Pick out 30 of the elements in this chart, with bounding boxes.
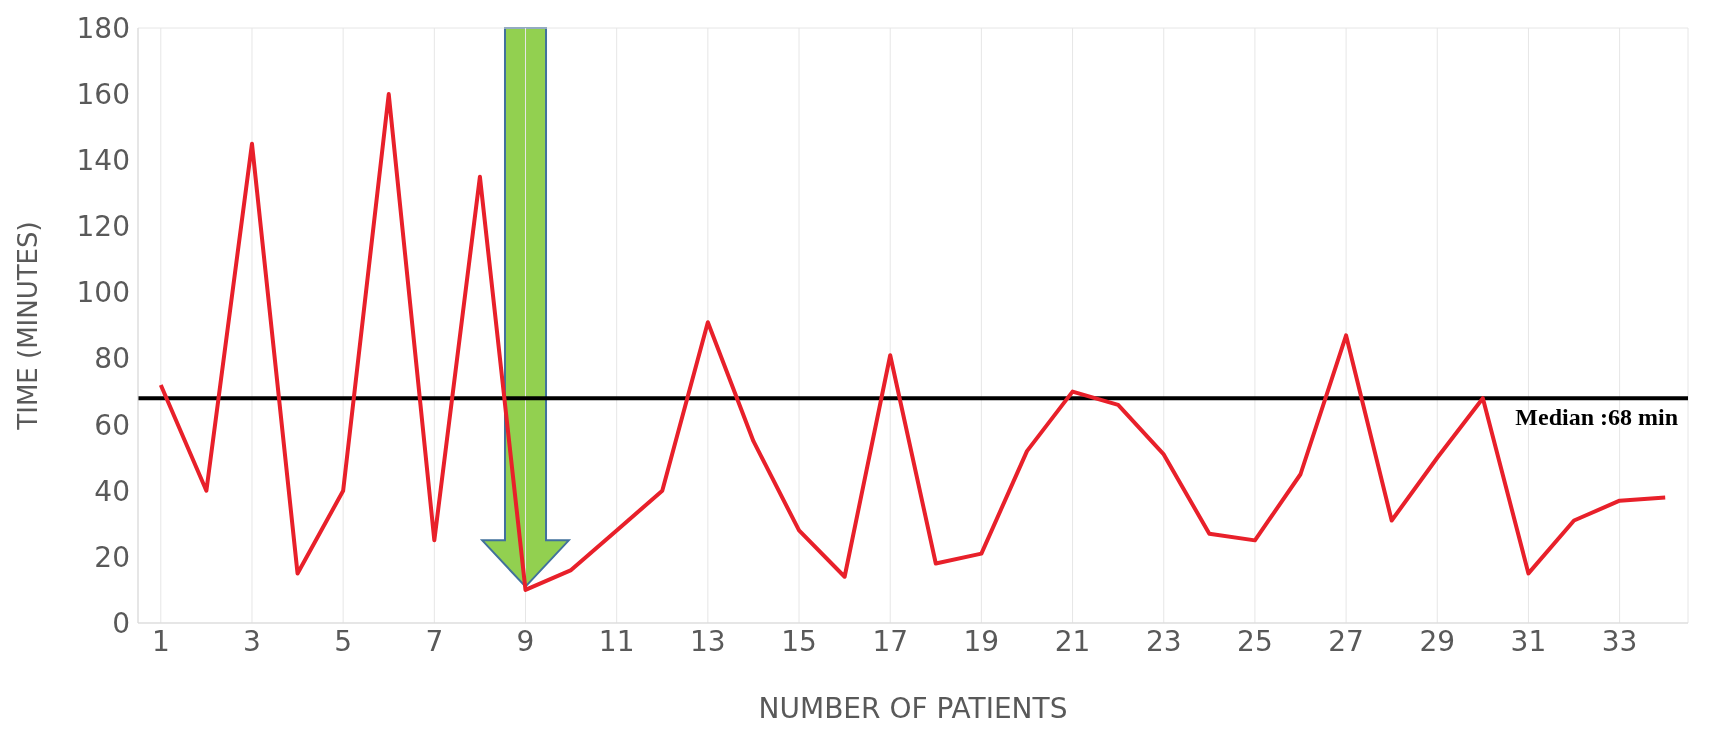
y-tick-label: 140 (76, 144, 130, 178)
x-tick-label: 7 (425, 624, 444, 658)
x-tick-label: 5 (334, 624, 353, 658)
y-tick-label: 80 (94, 342, 130, 376)
x-tick-label: 23 (1145, 624, 1182, 658)
y-tick-label: 0 (112, 606, 130, 640)
x-tick-label: 27 (1328, 624, 1364, 658)
x-tick-label: 21 (1054, 624, 1091, 658)
x-tick-label: 25 (1237, 624, 1273, 658)
x-tick-label: 31 (1510, 624, 1547, 658)
y-axis-title: TIME (MINUTES) (13, 221, 44, 431)
x-tick-label: 1 (151, 624, 170, 658)
y-tick-label: 20 (94, 540, 130, 574)
ref-line-label: Median :68 min (1515, 404, 1678, 431)
y-tick-label: 160 (76, 78, 130, 112)
x-tick-label: 3 (243, 624, 261, 658)
y-tick-label: 120 (76, 210, 130, 244)
y-tick-label: 60 (94, 408, 130, 442)
y-tick-label: 180 (76, 11, 130, 45)
y-tick-label: 100 (76, 276, 130, 310)
x-tick-label: 33 (1601, 624, 1638, 658)
x-tick-label: 9 (516, 624, 535, 658)
x-tick-label: 13 (690, 624, 726, 658)
x-tick-label: 19 (963, 624, 1000, 658)
x-tick-label: 29 (1419, 624, 1456, 658)
x-tick-label: 15 (781, 624, 817, 658)
y-tick-label: 40 (94, 474, 130, 508)
x-axis-title: NUMBER OF PATIENTS (758, 692, 1068, 725)
x-tick-label: 17 (872, 624, 909, 658)
x-tick-label: 11 (598, 624, 635, 658)
